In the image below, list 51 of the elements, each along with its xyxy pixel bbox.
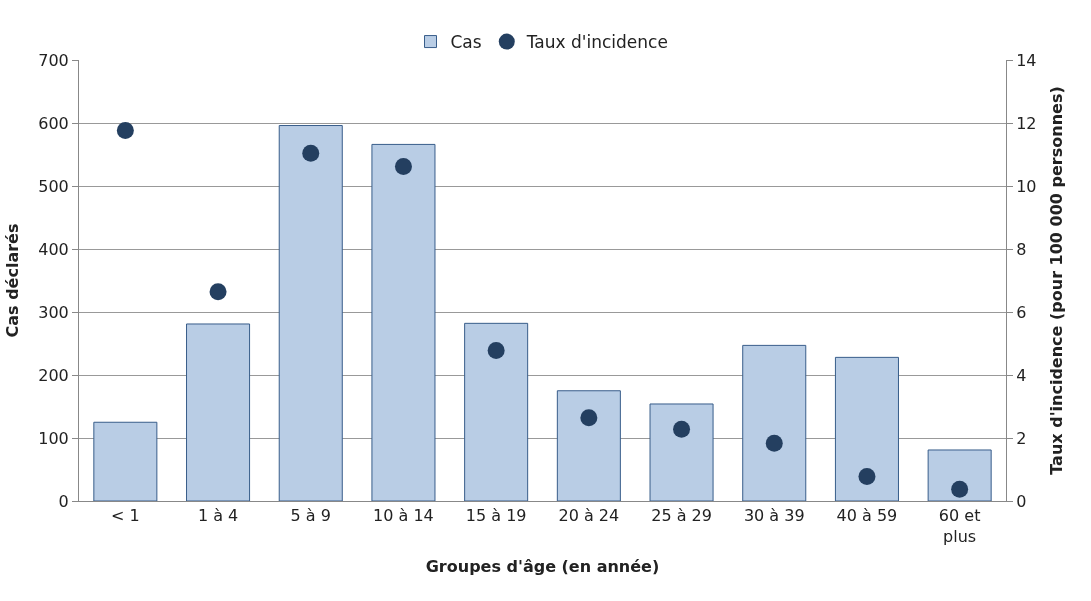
x-tick-label: < 1 [111,506,140,526]
point [580,409,598,427]
y2-tick-label: 14 [1016,50,1037,70]
y2-tick-label: 0 [1016,491,1027,511]
y-tick-label: 0 [58,491,69,511]
bar [649,403,714,501]
bar [371,143,436,501]
bar [278,125,343,501]
x-tick-label: 5 à 9 [290,506,331,526]
point [116,122,134,140]
y-tick-label: 400 [38,239,69,259]
x-tick-label: 30 à 39 [743,506,805,526]
point [209,283,227,301]
bar [93,421,158,501]
bar [556,390,621,501]
bar [834,356,899,501]
y2-tick-label: 12 [1016,113,1037,133]
x-tick-label: 15 à 19 [465,506,527,526]
x-tick-label: 25 à 29 [651,506,712,526]
y2-axis-title: Taux d'incidence (pour 100 000 personnes) [1047,86,1067,475]
x-tick-label: 10 à 14 [373,506,434,526]
x-tick-label: 40 à 59 [836,506,898,526]
y-tick-label: 500 [38,176,69,196]
y-axis-title: Cas déclarés [3,223,23,338]
y2-tick-label: 6 [1016,302,1027,322]
y-tick-label: 700 [38,50,69,70]
point [302,144,320,162]
y2-tick-label: 8 [1016,239,1027,259]
y2-tick-label: 2 [1016,428,1027,448]
y-tick-label: 200 [38,365,69,385]
legend-label: Cas [450,32,482,53]
y2-tick-label: 10 [1016,176,1037,196]
y-tick-label: 600 [38,113,69,133]
point [765,434,783,452]
x-tick-label: 60 et plus [938,506,981,546]
x-tick-label: 1 à 4 [197,506,239,526]
point [673,420,691,438]
bar [742,344,807,501]
y2-tick-label: 4 [1016,365,1027,385]
point [394,157,412,175]
y-tick-label: 300 [38,302,69,322]
bar [186,323,251,501]
x-tick-label: 20 à 24 [558,506,620,526]
point [858,467,876,485]
point [951,480,969,498]
y-tick-label: 100 [38,428,69,448]
legend-label: Taux d'incidence [525,32,668,53]
x-axis-title: Groupes d'âge (en année) [425,556,660,576]
bar [927,449,992,501]
bar [464,322,529,501]
point [487,341,505,359]
